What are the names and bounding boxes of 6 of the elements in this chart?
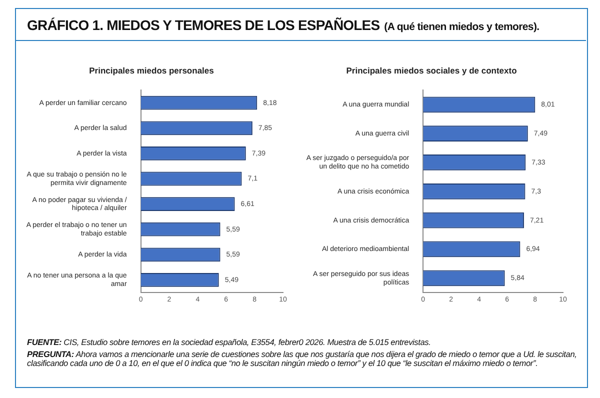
- text: PREGUNTA: Ahora vamos a mencionarle una serie de cuestiones sobre las que nos gustaría que nos dijera el grado de miedo o temor que a Ud. le suscitan, clasificando cada uno de 0 a 10, en el que el 0 indica que “no le suscitan ningún miedo o temor” y el 10 que “le suscitan el máximo miedo o temor”.: [27, 349, 577, 368]
- text: GRÁFICO 1. MIEDOS Y TEMORES DE LOS ESPAÑOLES: [27, 17, 380, 33]
- chart-title: Principales miedos personales: [89, 65, 214, 76]
- text: (A qué tienen miedos y temores).: [384, 21, 540, 33]
- source-note: FUENTE: CIS, Estudio sobre temores en la sociedad española, E3554, febrer0 2026. Muestra de 5.015 entrevistas.: [27, 337, 432, 347]
- chart-title: Principales miedos sociales y de contexto: [346, 65, 517, 76]
